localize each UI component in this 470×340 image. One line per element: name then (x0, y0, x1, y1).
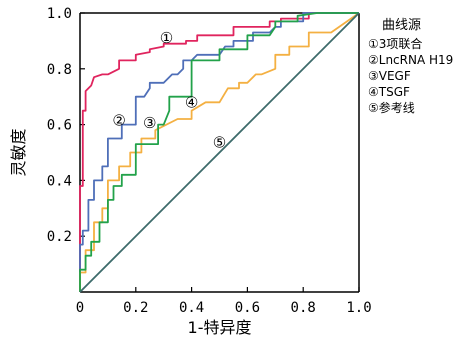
x-axis-title: 1-特异度 (188, 318, 252, 337)
y-tick-label: 0.4 (47, 173, 72, 189)
legend-item: ⑤参考线 (368, 100, 415, 115)
series-line-5 (79, 12, 360, 293)
curve-label: ① (160, 29, 173, 47)
legend-item: ①3项联合 (368, 36, 422, 51)
y-tick-label: 0.2 (47, 229, 72, 245)
x-tick-label: 0.2 (123, 300, 148, 316)
x-ticks: 0 0.2 0.4 0.6 0.8 1.0 (76, 287, 372, 316)
plot-area: 0 0.2 0.4 0.6 0.8 1.0 0.2 0.4 0.6 0.8 1.0 ① ② ③ ④ ⑤ (47, 6, 372, 316)
x-tick-label: 1.0 (346, 300, 371, 316)
x-tick-label: 0.8 (291, 300, 316, 316)
y-axis-title: 灵敏度 (9, 128, 28, 176)
y-tick-label: 1.0 (47, 6, 72, 22)
legend-item: ②LncRNA H19 (368, 53, 453, 67)
series-line-4 (79, 12, 359, 292)
legend-item: ④TSGF (368, 85, 410, 99)
legend-title: 曲线源 (382, 18, 421, 33)
y-ticks: 0.2 0.4 0.6 0.8 1.0 (47, 6, 85, 245)
x-tick-label: 0 (76, 300, 84, 316)
y-tick-label: 0.6 (47, 118, 72, 134)
x-tick-label: 0.6 (235, 300, 260, 316)
x-tick-label: 0.4 (179, 300, 204, 316)
curve-label: ③ (143, 114, 156, 132)
curve-label: ⑤ (213, 134, 226, 152)
curve-labels: ① ② ③ ④ ⑤ (112, 29, 226, 152)
series-layer (79, 12, 360, 293)
curve-label: ② (112, 111, 125, 129)
y-tick-label: 0.8 (47, 62, 72, 78)
legend-item: ③VEGF (368, 69, 411, 83)
curve-label: ④ (185, 93, 198, 111)
